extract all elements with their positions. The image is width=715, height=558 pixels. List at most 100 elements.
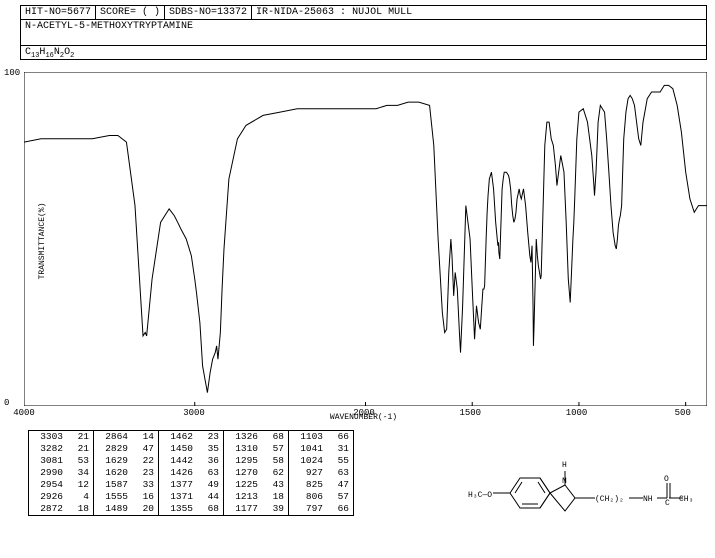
peak-wavenumber: 1270 (228, 467, 258, 479)
peak-row: 1426 63 (159, 467, 223, 479)
peak-wavenumber: 1225 (228, 479, 258, 491)
peak-wavenumber: 1450 (163, 443, 193, 455)
label-meo: H₃C—O (468, 491, 492, 500)
peak-row: 2829 47 (94, 443, 158, 455)
label-h: H (562, 461, 567, 470)
method-cell: IR-NIDA-25063 : NUJOL MULL (252, 6, 706, 19)
peak-row: 2872 18 (29, 503, 93, 515)
peak-transmittance: 47 (331, 479, 349, 491)
peak-row: 127062 (224, 467, 288, 479)
label-c: C (665, 499, 670, 508)
hit-no-cell: HIT-NO=5677 (21, 6, 96, 19)
peak-wavenumber: 2990 (33, 467, 63, 479)
peak-transmittance: 36 (201, 455, 219, 467)
peak-row: 1489 20 (94, 503, 158, 515)
ir-spectrum-chart: TRANSMITTANCE(%) 100 0 40003000200015001… (20, 62, 707, 420)
peak-row: 1555 16 (94, 491, 158, 503)
peak-transmittance: 68 (201, 503, 219, 515)
compound-name: N-ACETYL-5-METHOXYTRYPTAMINE (20, 20, 707, 46)
peak-wavenumber: 927 (293, 467, 323, 479)
structure-svg: H₃C—O H N (CH₂)₂ NH O C CH₃ (465, 453, 695, 548)
molecular-structure: H₃C—O H N (CH₂)₂ NH O C CH₃ (465, 453, 695, 548)
peak-transmittance: 49 (201, 479, 219, 491)
peak-row: 1620 23 (94, 467, 158, 479)
peak-wavenumber: 806 (293, 491, 323, 503)
peak-transmittance: 66 (331, 503, 349, 515)
label-ch3: CH₃ (679, 495, 693, 504)
peak-row: 1587 33 (94, 479, 158, 491)
structure-lines (493, 471, 683, 511)
peak-row: 144236 (159, 455, 223, 467)
peak-row: 102455 (289, 455, 353, 467)
peak-row: 3282 21 (29, 443, 93, 455)
peak-transmittance: 63 (331, 467, 349, 479)
x-tick-marks (24, 402, 686, 406)
peak-transmittance: 44 (201, 491, 219, 503)
peak-transmittance: 20 (136, 503, 154, 515)
peak-wavenumber: 2872 (33, 503, 63, 515)
molecular-formula: C13H16N2O2 (20, 46, 707, 60)
peak-row: 286414 (94, 431, 158, 443)
peak-row: 1462 23 (159, 431, 223, 443)
peak-transmittance: 23 (136, 467, 154, 479)
peak-column-4: 110366104131102455927 638254780657797 66 (288, 430, 354, 516)
peak-transmittance: 58 (266, 455, 284, 467)
peak-transmittance: 16 (136, 491, 154, 503)
peak-transmittance: 43 (266, 479, 284, 491)
peak-row: 82547 (289, 479, 353, 491)
peak-wavenumber: 1587 (98, 479, 128, 491)
peak-wavenumber: 2829 (98, 443, 128, 455)
peak-row: 162922 (94, 455, 158, 467)
peak-wavenumber: 1620 (98, 467, 128, 479)
peak-wavenumber: 1371 (163, 491, 193, 503)
x-tick-4000: 4000 (13, 408, 35, 418)
peak-row: 131057 (224, 443, 288, 455)
peak-column-2: 1462231450351442361426631377491371441355… (158, 430, 223, 516)
spectrum-svg (24, 72, 707, 406)
peak-wavenumber: 1426 (163, 467, 193, 479)
label-n: N (562, 477, 567, 486)
peak-transmittance: 23 (201, 431, 219, 443)
peak-transmittance: 21 (71, 443, 89, 455)
peak-row: 1225 43 (224, 479, 288, 491)
peak-row: 132668 (224, 431, 288, 443)
peak-row: 2990 34 (29, 467, 93, 479)
peak-wavenumber: 3282 (33, 443, 63, 455)
score-cell: SCORE= ( ) (96, 6, 165, 19)
peak-wavenumber: 3081 (33, 455, 63, 467)
peak-transmittance: 47 (136, 443, 154, 455)
peak-wavenumber: 2954 (33, 479, 63, 491)
peak-wavenumber: 1295 (228, 455, 258, 467)
sdbs-no-cell: SDBS-NO=13372 (165, 6, 252, 19)
peak-row: 80657 (289, 491, 353, 503)
label-chain: (CH₂)₂ (595, 495, 624, 504)
peak-row: 135568 (159, 503, 223, 515)
peak-transmittance: 18 (266, 491, 284, 503)
peak-column-3: 1326681310571295581270621225431213181177… (223, 430, 288, 516)
peak-transmittance: 55 (331, 455, 349, 467)
x-tick-3000: 3000 (183, 408, 205, 418)
peak-row: 2954 12 (29, 479, 93, 491)
y-tick-100: 100 (4, 68, 20, 78)
peak-wavenumber: 1177 (228, 503, 258, 515)
peak-wavenumber: 3303 (33, 431, 63, 443)
peak-wavenumber: 2864 (98, 431, 128, 443)
peak-column-1: 2864142829471629221620231587331555161489… (93, 430, 158, 516)
peak-wavenumber: 1462 (163, 431, 193, 443)
peak-transmittance: 18 (71, 503, 89, 515)
peak-wavenumber: 1489 (98, 503, 128, 515)
peak-transmittance: 31 (331, 443, 349, 455)
peak-transmittance: 21 (71, 431, 89, 443)
peak-wavenumber: 797 (293, 503, 323, 515)
peak-row: 110366 (289, 431, 353, 443)
peak-transmittance: 12 (71, 479, 89, 491)
peak-row: 927 63 (289, 467, 353, 479)
peak-wavenumber: 1555 (98, 491, 128, 503)
peak-transmittance: 63 (201, 467, 219, 479)
peak-transmittance: 34 (71, 467, 89, 479)
peak-row: 104131 (289, 443, 353, 455)
plot-area (24, 72, 707, 406)
peak-transmittance: 33 (136, 479, 154, 491)
label-o: O (664, 475, 669, 484)
peak-transmittance: 22 (136, 455, 154, 467)
